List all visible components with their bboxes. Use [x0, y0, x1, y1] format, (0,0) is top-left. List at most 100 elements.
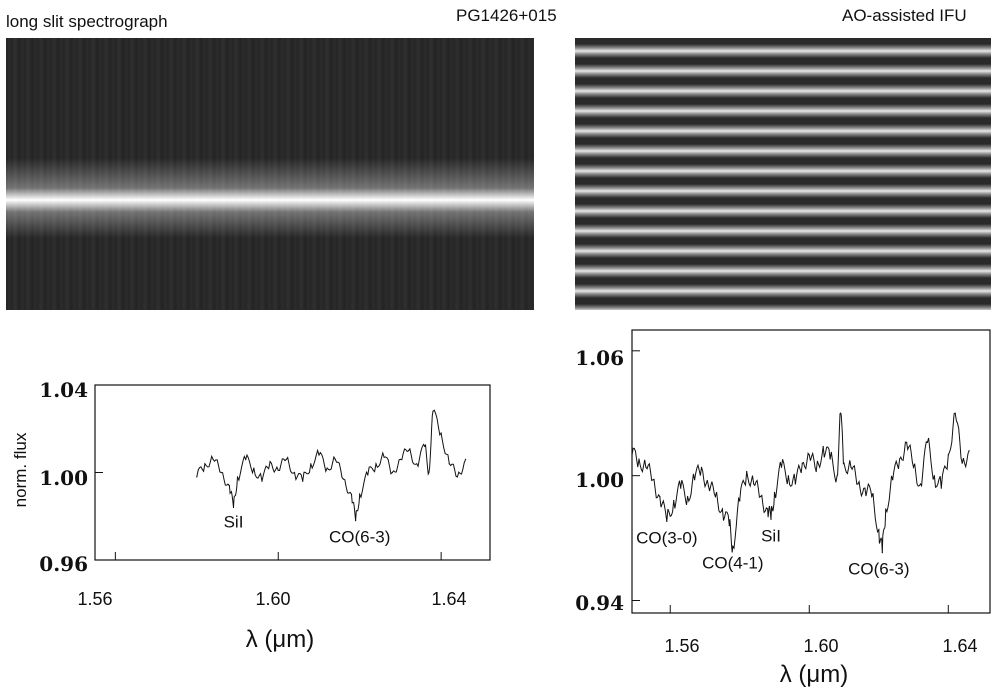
left-spectrum-line	[196, 409, 467, 521]
left-data-point	[293, 471, 296, 474]
right-data-point	[732, 545, 734, 548]
left-data-point	[196, 476, 198, 478]
ifu-2d-spectrum-image	[575, 38, 991, 310]
left-data-point	[236, 476, 239, 478]
left-data-point	[391, 471, 393, 474]
right-data-point	[839, 412, 842, 414]
right-data-point	[673, 500, 675, 502]
left-data-point	[245, 458, 247, 460]
right-data-point	[652, 479, 654, 481]
left-data-point	[399, 458, 401, 460]
right-data-point	[968, 450, 970, 452]
right-data-point	[829, 458, 831, 460]
right-data-point	[864, 487, 866, 489]
left-data-point	[440, 432, 442, 434]
right-data-point	[700, 466, 703, 468]
right-ytick-mid: 1.00	[575, 468, 624, 492]
left-data-point	[204, 463, 206, 465]
left-ytick-bottom: 0.96	[39, 552, 88, 576]
left-xtick-3: 1.64	[431, 589, 466, 609]
right-data-point	[885, 508, 887, 510]
left-data-point	[326, 467, 328, 469]
right-ytick-top: 1.06	[575, 346, 624, 370]
right-line-annotation: SiI	[761, 526, 781, 545]
left-data-point	[285, 458, 287, 460]
right-data-point	[728, 525, 730, 527]
right-plot-frame	[631, 329, 991, 614]
left-data-point	[277, 469, 279, 471]
left-data-point	[261, 480, 263, 482]
right-data-point	[666, 520, 668, 523]
right-data-point	[899, 458, 901, 460]
right-data-point	[801, 462, 803, 464]
left-data-point	[350, 493, 353, 495]
right-data-point	[822, 445, 824, 448]
right-data-point	[881, 552, 883, 554]
right-data-point	[961, 462, 963, 464]
left-data-point	[383, 456, 385, 458]
right-data-point	[906, 441, 908, 443]
left-data-point	[375, 463, 377, 465]
left-xlabel: λ (μm)	[246, 626, 314, 653]
right-data-point	[947, 454, 949, 456]
left-data-point	[342, 478, 344, 480]
right-data-point	[850, 466, 852, 468]
left-data-point	[334, 458, 336, 460]
right-data-point	[871, 495, 873, 498]
longslit-2d-spectrum-image	[6, 38, 534, 310]
left-line-annotation: SiI	[224, 512, 244, 531]
left-data-point	[302, 480, 304, 482]
right-data-point	[770, 518, 772, 521]
left-xtick-1: 1.56	[77, 589, 112, 609]
right-line-annotation: CO(6-3)	[848, 560, 909, 579]
right-data-point	[753, 483, 755, 485]
left-data-point	[318, 454, 320, 456]
left-data-point	[359, 493, 361, 495]
right-data-point	[836, 475, 838, 477]
left-ylabel: norm. flux	[11, 432, 30, 507]
right-line-annotation: CO(3-0)	[636, 528, 697, 547]
left-data-point	[232, 506, 235, 509]
right-data-point	[746, 470, 748, 473]
right-xtick-2: 1.60	[803, 636, 838, 656]
left-data-point	[465, 458, 467, 460]
left-ytick-top: 1.04	[39, 378, 88, 402]
right-data-point	[892, 479, 894, 481]
right-data-point	[794, 483, 797, 485]
left-panel-title: long slit spectrograph	[6, 12, 168, 31]
left-spectrum-series	[95, 384, 467, 561]
right-data-point	[659, 495, 661, 498]
left-data-point	[424, 445, 426, 447]
right-data-point	[787, 475, 790, 477]
left-data-point	[416, 463, 418, 465]
right-data-point	[721, 508, 724, 510]
left-data-point	[269, 461, 271, 463]
left-data-point	[448, 463, 450, 465]
right-data-point	[878, 529, 880, 531]
right-data-point	[926, 441, 929, 443]
right-line-annotation: CO(4-1)	[702, 553, 763, 572]
right-data-point	[780, 466, 783, 468]
left-data-point	[253, 467, 255, 469]
right-data-point	[694, 479, 696, 481]
right-data-point	[933, 475, 936, 477]
left-annotations: SiI CO(6-3)	[224, 512, 391, 546]
object-name-title: PG1426+015	[456, 6, 557, 25]
right-xtick-1: 1.56	[664, 636, 699, 656]
left-data-point	[212, 458, 214, 460]
left-data-point	[456, 476, 458, 478]
left-data-point	[367, 474, 369, 476]
right-ytick-bottom: 0.94	[575, 591, 624, 615]
left-data-point	[355, 520, 357, 522]
left-data-point	[432, 410, 434, 412]
right-data-point	[954, 412, 956, 414]
left-data-point	[220, 471, 222, 474]
right-data-point	[638, 458, 640, 460]
left-data-point	[428, 471, 430, 474]
right-data-point	[940, 487, 942, 489]
left-ytick-mid: 1.00	[39, 466, 88, 490]
right-data-point	[760, 495, 762, 498]
left-data-point	[310, 463, 312, 465]
right-panel-title: AO-assisted IFU	[842, 6, 967, 25]
